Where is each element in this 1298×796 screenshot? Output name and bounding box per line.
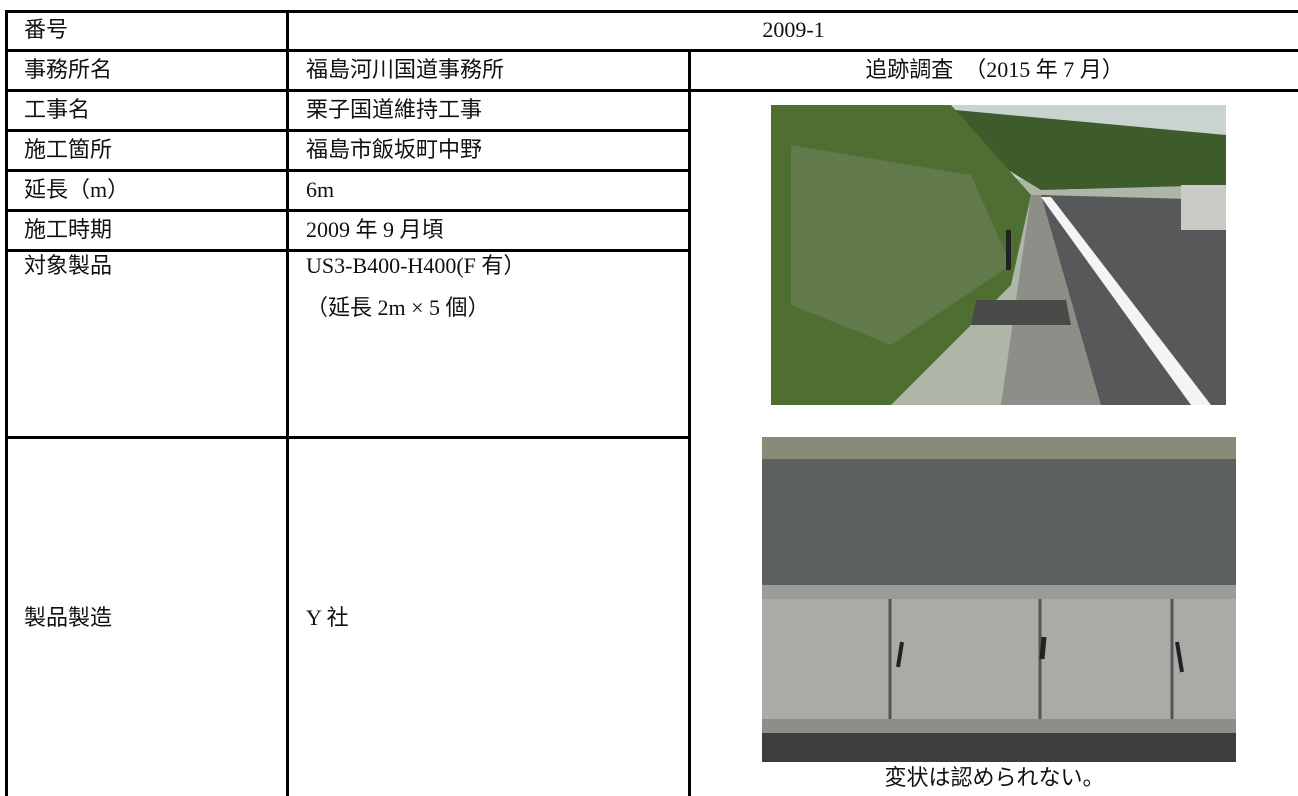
value: （延長 2m × 5 個） xyxy=(306,295,490,320)
label: 製品製造 xyxy=(24,605,113,630)
value: US3-B400-H400(F 有） xyxy=(306,253,526,278)
photo-road xyxy=(771,105,1226,405)
label: 延長（m） xyxy=(24,177,130,202)
value: 福島市飯坂町中野 xyxy=(306,137,483,162)
label: 施工時期 xyxy=(24,217,113,242)
value: 2009-1 xyxy=(762,17,825,42)
border xyxy=(5,89,1298,92)
border xyxy=(286,10,289,796)
label: 事務所名 xyxy=(24,57,113,82)
border xyxy=(5,10,1298,13)
label: 施工箇所 xyxy=(24,137,113,162)
value: 福島河川国道事務所 xyxy=(306,57,505,82)
value: 6m xyxy=(306,177,335,202)
border xyxy=(5,209,691,212)
border xyxy=(5,249,691,252)
photo-drain xyxy=(762,437,1236,762)
border xyxy=(5,49,1298,52)
survey-caption: 変状は認められない。 xyxy=(884,765,1105,790)
label: 対象製品 xyxy=(24,253,113,278)
value: 2009 年 9 月頃 xyxy=(306,217,444,242)
label: 工事名 xyxy=(24,97,91,122)
border xyxy=(5,436,691,439)
survey-title: 追跡調査 （2015 年 7 月） xyxy=(865,57,1124,82)
value: Y 社 xyxy=(306,605,349,630)
border xyxy=(5,169,691,172)
border xyxy=(5,129,691,132)
border xyxy=(688,49,691,796)
label: 番号 xyxy=(24,17,69,42)
value: 栗子国道維持工事 xyxy=(306,97,483,122)
border xyxy=(5,10,8,796)
